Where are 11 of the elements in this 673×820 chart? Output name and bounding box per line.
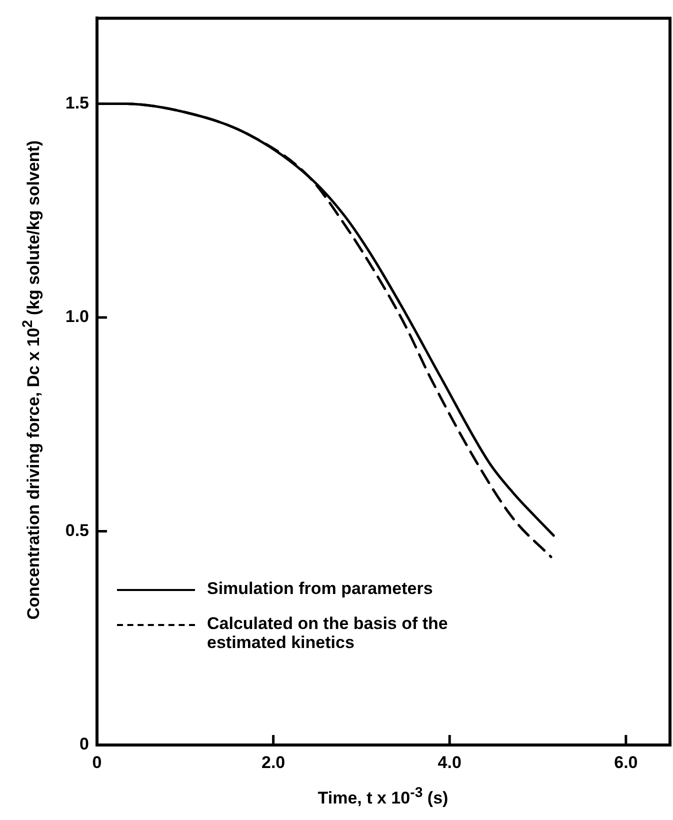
y-tick-label: 0.5 (65, 520, 89, 540)
x-tick-label: 0 (92, 752, 102, 772)
y-tick-label: 1.5 (65, 93, 89, 112)
x-axis-title: Time, t x 10$^{-3}$ (s) (318, 785, 448, 809)
legend-label: Calculated on the basis of the estimated kinetics (207, 614, 449, 652)
x-tick-label: 2.0 (261, 752, 286, 772)
y-tick-label: 0 (80, 734, 89, 754)
y-tick-label: 1.0 (65, 307, 89, 326)
legend-label: Simulation from parameters (207, 579, 434, 598)
x-tick-label: 4.0 (438, 752, 462, 772)
x-tick-label: 6.0 (614, 752, 638, 772)
